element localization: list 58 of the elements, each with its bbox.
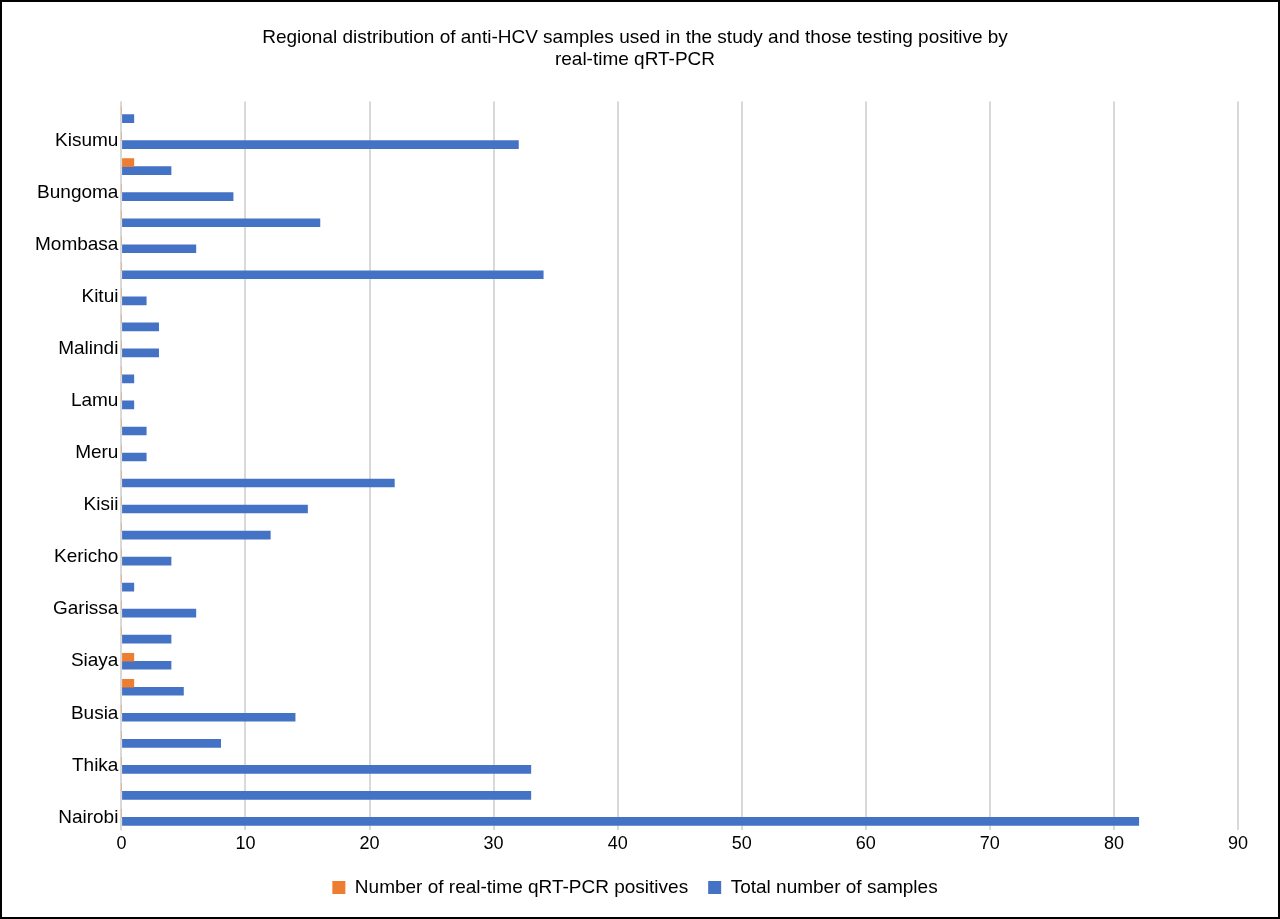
x-tick-label: 10 [235, 833, 256, 854]
bar [122, 817, 1140, 826]
y-tick-label: Thika [71, 753, 119, 775]
bar [122, 608, 197, 618]
y-tick-label: Busia [70, 701, 119, 723]
y-tick-label: Mombasa [35, 232, 119, 254]
chart-title: Regional distribution of anti-HCV samples used in the study and those testing positive by real-time qRT-PCR [262, 25, 1009, 70]
x-tick-label: 80 [1103, 833, 1124, 854]
y-tick-label: Meru [75, 441, 119, 463]
y-tick-label: Nairobi [58, 805, 119, 827]
bar [122, 634, 172, 644]
x-tick-label: 40 [607, 833, 628, 854]
x-tick-label: 0 [116, 833, 127, 854]
bar [122, 296, 147, 306]
bar [122, 765, 532, 774]
bar [122, 738, 221, 748]
x-tick-label: 50 [731, 833, 752, 854]
legend-label: Number of real-time qRT-PCR positives [354, 875, 689, 897]
bar [122, 244, 197, 254]
bar [122, 374, 135, 384]
bar [122, 582, 135, 592]
bar [122, 452, 147, 462]
bar [122, 791, 532, 800]
x-tick-label: 90 [1227, 833, 1249, 854]
bar [122, 478, 395, 488]
bar [122, 426, 147, 436]
legend-label: Total number of samples [730, 875, 938, 897]
y-tick-label: Garissa [52, 597, 119, 619]
x-tick-label: 20 [359, 833, 380, 854]
y-tick-label: Malindi [58, 337, 119, 359]
y-tick-label: Kitui [81, 285, 119, 307]
bar [122, 322, 159, 332]
bar [122, 158, 135, 167]
bar [122, 530, 271, 540]
bar [122, 678, 135, 688]
y-tick-label: Siaya [70, 649, 119, 671]
bar [122, 712, 296, 722]
x-tick-label: 30 [483, 833, 504, 854]
y-tick-label: Lamu [70, 389, 119, 411]
x-tick-label: 60 [855, 833, 876, 854]
bar [122, 652, 135, 662]
bar [122, 504, 308, 514]
y-tick-label: Kericho [54, 545, 119, 567]
bar [122, 166, 172, 175]
bar [122, 400, 135, 410]
bar [122, 270, 544, 280]
x-tick-label: 70 [979, 833, 1000, 854]
bar [122, 114, 135, 123]
bar [122, 348, 159, 358]
y-tick-label: Kisii [83, 493, 119, 515]
bar [122, 218, 321, 228]
bar [122, 556, 172, 566]
bar [122, 686, 184, 696]
bar [122, 140, 519, 149]
bar [122, 660, 172, 670]
bar [122, 192, 234, 202]
y-tick-label: Bungoma [37, 180, 119, 202]
y-tick-label: Kisumu [55, 128, 119, 150]
